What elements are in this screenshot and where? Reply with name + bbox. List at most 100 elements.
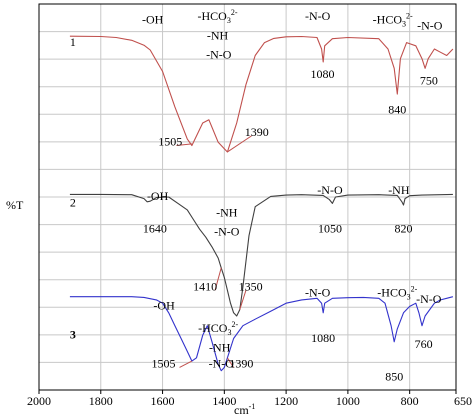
spectrum-line-2 [69, 193, 453, 317]
series-number-label: 1 [70, 35, 76, 49]
series-number-label: 3 [70, 328, 76, 342]
annotation-label: -N-O [305, 9, 331, 23]
annotation-label: 840 [388, 102, 406, 116]
annotation-text: 1640 [143, 221, 167, 235]
annotation-label: -NH [216, 205, 238, 219]
annotation-label: -NH [209, 340, 231, 354]
annotation-label: 1350 [239, 279, 263, 293]
annotation-subscript: 3 [227, 328, 231, 337]
leader-line [179, 360, 193, 368]
annotation-label: 820 [394, 221, 412, 235]
annotation-superscript: 2- [411, 285, 418, 294]
annotation-layer: -OH -HCO32--NH-N-O-N-O1080-HCO32--N-O8407… [142, 8, 443, 383]
leader-line [239, 290, 247, 310]
annotation-text: -OH [153, 299, 175, 313]
annotation-text: 1080 [311, 331, 335, 345]
annotation-text: 850 [385, 369, 403, 383]
annotation-text: -N-O [305, 286, 331, 300]
leader-line [227, 357, 235, 368]
annotation-text: -N-O [209, 356, 235, 370]
annotation-text: 1505 [158, 135, 182, 149]
annotation-text: 1390 [229, 356, 253, 370]
annotation-label: -N-O [305, 286, 331, 300]
x-tick-label: 2000 [27, 394, 51, 408]
annotation-subscript: 3 [407, 293, 411, 302]
annotation-label: -HCO32- [198, 320, 238, 337]
annotation-label: 750 [420, 73, 438, 87]
annotation-text: 760 [415, 337, 433, 351]
annotation-label: 1080 [311, 331, 335, 345]
annotation-label: 1390 [245, 125, 269, 139]
annotation-text: -NH [216, 205, 238, 219]
annotation-text: -HCO [377, 286, 407, 300]
annotation-label: -N-O [206, 48, 232, 62]
series-label-layer: 1 2 3 [70, 35, 76, 342]
annotation-text: -OH [142, 12, 164, 26]
annotation-label: -OH [147, 189, 169, 203]
annotation-label: -HCO32- [198, 8, 238, 25]
annotation-text: -N-O [317, 183, 343, 197]
annotation-label: 1410 [193, 279, 217, 293]
annotation-text: -N-O [305, 9, 331, 23]
annotation-label: 1505 [151, 356, 175, 370]
annotation-text: 1410 [193, 279, 217, 293]
leader-layer [176, 135, 252, 368]
annotation-text: -NH [388, 183, 410, 197]
annotation-text: 1390 [245, 125, 269, 139]
annotation-text: -N-O [416, 292, 442, 306]
annotation-label: -HCO32- [377, 285, 417, 302]
annotation-label: -N-O [417, 19, 443, 33]
leader-line [214, 267, 222, 291]
annotation-text: 1080 [311, 67, 335, 81]
annotation-text: 1505 [151, 356, 175, 370]
annotation-text: -NH [209, 340, 231, 354]
x-tick-label: 800 [401, 394, 419, 408]
x-axis-unit-exponent: -1 [249, 402, 256, 411]
series-layer [69, 35, 454, 372]
annotation-superscript: 2- [406, 11, 413, 20]
annotation-label: 1640 [143, 221, 167, 235]
leader-line [227, 135, 252, 153]
x-tick-label: 650 [454, 394, 472, 408]
annotation-label: 760 [415, 337, 433, 351]
annotation-text: -N-O [206, 48, 232, 62]
annotation-text: -N-O [417, 19, 443, 33]
plot-frame [38, 3, 457, 391]
annotation-label: -NH [388, 183, 410, 197]
annotation-text: 1350 [239, 279, 263, 293]
annotation-label: -NH [207, 28, 229, 42]
annotation-text: -NH [207, 28, 229, 42]
annotation-label: -N-O [416, 292, 442, 306]
x-tick-label: 1400 [212, 394, 236, 408]
x-tick-labels: 2000 1800 1600 1400 1200 1000 800 650 [27, 390, 472, 408]
x-axis-title: cm-1 [234, 402, 255, 415]
x-tick-label: 1200 [274, 394, 298, 408]
annotation-label: 1505 [158, 135, 182, 149]
annotation-label: 850 [385, 369, 403, 383]
annotation-label: 1080 [311, 67, 335, 81]
annotation-text: 1050 [318, 221, 342, 235]
annotation-text: 750 [420, 73, 438, 87]
annotation-text: 820 [394, 221, 412, 235]
annotation-label: -N-O [209, 356, 235, 370]
annotation-superscript: 2- [231, 8, 238, 17]
annotation-label: 1390 [229, 356, 253, 370]
leader-line [176, 143, 192, 147]
grid [39, 4, 456, 390]
y-axis-title: %T [6, 198, 24, 212]
annotation-label: -OH [142, 12, 164, 26]
x-tick-label: 1800 [89, 394, 113, 408]
annotation-label: 1050 [318, 221, 342, 235]
spectrum-line-3 [69, 296, 454, 372]
annotation-superscript: 2- [231, 320, 238, 329]
annotation-text: -HCO [198, 9, 228, 23]
x-tick-label: 1000 [336, 394, 360, 408]
annotation-label: -HCO32- [373, 11, 413, 28]
annotation-text: -HCO [373, 12, 403, 26]
series-number-label: 2 [70, 196, 76, 210]
x-tick-label: 1600 [151, 394, 175, 408]
annotation-label: -N-O [317, 183, 343, 197]
annotation-text: -N-O [214, 225, 240, 239]
annotation-text: -OH [147, 189, 169, 203]
